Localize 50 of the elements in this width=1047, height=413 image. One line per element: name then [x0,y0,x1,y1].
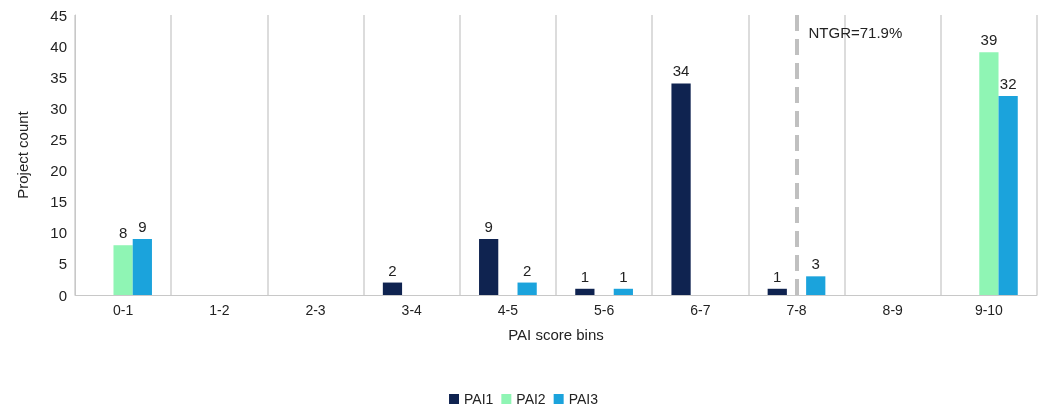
bar [806,276,826,295]
x-tick-label: 5-6 [593,302,615,318]
x-tick-label: 1-2 [209,302,230,318]
y-tick-label: 30 [50,99,67,117]
bar [517,282,537,295]
data-label: 3 [811,255,820,273]
x-tick-label: 8-9 [882,302,904,318]
bar [575,288,595,295]
bar [113,245,133,295]
bar [479,239,499,295]
bar [979,52,999,295]
legend-label: PAI3 [568,391,599,407]
bar [613,288,633,295]
x-tick-label: 9-10 [974,302,1004,318]
legend-label: PAI2 [516,391,546,407]
bar [382,282,403,295]
legend-label: PAI1 [464,391,494,407]
y-axis-title: Project count [14,110,31,199]
y-tick-label: 20 [50,162,67,180]
data-label: 1 [580,267,590,285]
x-tick-label: 2-3 [305,302,326,318]
y-tick-label: 25 [50,130,67,148]
y-tick-label: 45 [50,6,67,24]
bar [132,239,152,295]
data-label: 39 [980,31,998,49]
x-tick-label: 7-8 [786,302,807,318]
bar [998,95,1018,295]
data-label: 2 [522,261,532,279]
data-label: 9 [138,218,147,235]
y-tick-label: 35 [50,68,67,86]
ref-line-label: NTGR=71.9% [808,23,903,41]
data-label: 32 [999,74,1017,92]
data-label: 8 [118,224,128,242]
x-tick-label: 0-1 [112,302,134,318]
y-tick-label: 40 [50,37,67,55]
x-axis-title: PAI score bins [508,326,604,343]
bar [767,288,787,295]
data-label: 34 [672,62,690,80]
bar [671,83,691,295]
x-tick-label: 6-7 [690,302,711,318]
x-tick-label: 3-4 [401,302,423,318]
x-tick-label: 4-5 [497,302,519,318]
y-tick-label: 5 [58,255,67,273]
data-label: 9 [484,218,493,235]
data-label: 2 [388,261,397,279]
y-tick-label: 15 [50,193,67,211]
y-tick-label: 10 [50,224,67,242]
data-label: 1 [619,267,628,285]
y-tick-label: 0 [58,286,67,304]
data-label: 1 [773,267,782,285]
